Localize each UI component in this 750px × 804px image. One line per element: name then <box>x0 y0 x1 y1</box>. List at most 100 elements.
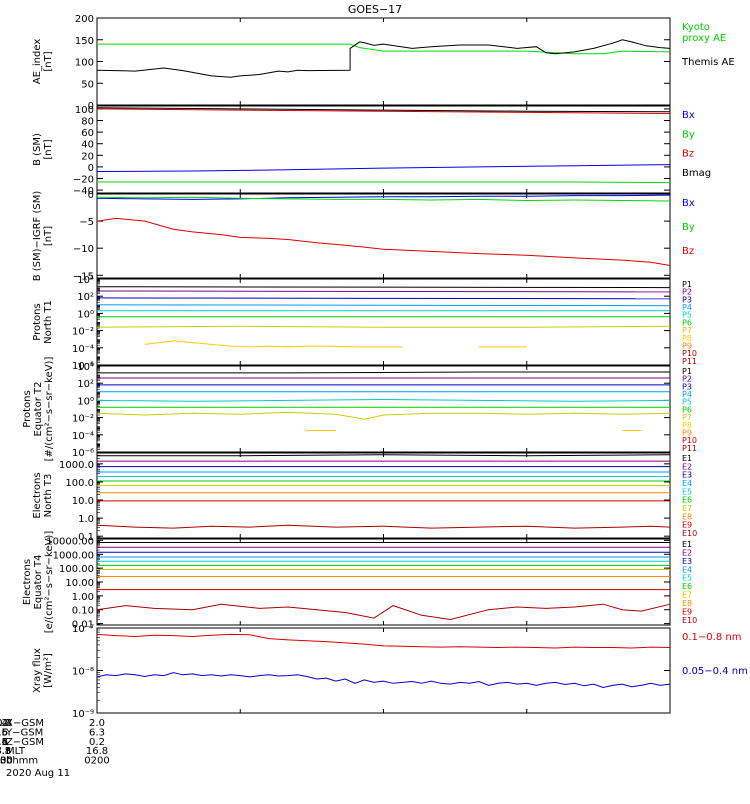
ytick-label: 0 <box>88 101 94 112</box>
series-line-b_igrf-by <box>96 196 671 202</box>
xaxis-value: 18.3 <box>0 746 11 757</box>
ytick-label: 10⁻⁴ <box>72 344 94 355</box>
ylabel-b_igrf: B (SM)−IGRF (SM) <box>32 191 43 282</box>
panel-frame-ae <box>96 17 671 106</box>
series-line-protons_t2-p1 <box>97 371 670 374</box>
ytick-label: 200 <box>75 14 94 25</box>
legend-entry-protons_t2: P8 <box>682 421 692 430</box>
ytick-label: 10² <box>77 292 94 303</box>
ytick-label: 100.00 <box>59 564 94 575</box>
series-line-protons_t1-p1 <box>96 286 671 289</box>
xaxis-value: 0330 <box>0 756 13 767</box>
series-line-protons_t1-p7 <box>96 325 671 328</box>
ytick-label: 40 <box>81 140 94 151</box>
legend-entry-protons_t1: P9 <box>682 341 692 350</box>
ylabel-protons_t2: Equator T2 <box>33 382 44 437</box>
series-line-ae-themisae <box>96 39 671 78</box>
legend-entry-ae: Themis AE <box>681 57 735 68</box>
ytick-label: 10⁻⁷ <box>72 624 94 635</box>
ytick-label: 10⁻² <box>72 414 94 425</box>
xaxis-value: 0.5 <box>0 737 8 748</box>
ytick-label: 10⁻² <box>72 327 94 338</box>
ytick-label: 10⁻⁶ <box>72 361 94 372</box>
panel-frame-b_sm <box>96 105 671 194</box>
legend-entry-electrons_t4: E4 <box>682 565 692 574</box>
legend-entry-protons_t1: P7 <box>682 326 692 335</box>
legend-entry-protons_t1: P4 <box>682 303 692 312</box>
legend-entry-electrons_t3: E1 <box>682 454 692 463</box>
legend-entry-b_igrf: Bx <box>682 198 695 209</box>
xaxis-value: 0230 <box>0 756 13 767</box>
legend-entry-electrons_t4: E10 <box>682 616 697 625</box>
xaxis-value: 18.8 <box>0 746 11 757</box>
legend-entry-protons_t1: P11 <box>682 357 697 366</box>
series-line-electrons_t3-e10 <box>96 524 671 529</box>
series-line-xray-00504nm <box>96 672 671 689</box>
xaxis-value: 2.0 <box>89 718 105 729</box>
legend-entry-electrons_t4: E6 <box>682 582 692 591</box>
legend-entry-ae: proxy AE <box>682 33 726 44</box>
panel-frame-protons_t2 <box>96 365 671 453</box>
ylabel-b_igrf: [nT] <box>43 226 54 246</box>
ytick-label: −20 <box>73 175 94 186</box>
ytick-label: 10⁰ <box>77 309 94 320</box>
legend-entry-electrons_t3: E5 <box>682 487 692 496</box>
xaxis-value: 0.4 <box>0 718 8 729</box>
panel-frame-electrons_t3 <box>96 452 671 539</box>
legend-entry-protons_t2: P2 <box>682 375 692 384</box>
legend-entry-b_igrf: By <box>682 222 695 233</box>
xaxis-value: −0.4 <box>0 718 12 729</box>
series-line-protons_t1-p8 <box>144 340 403 348</box>
ytick-label: 20 <box>81 151 94 162</box>
ytick-label: 100 <box>75 58 94 69</box>
ylabel-ae: [nT] <box>43 51 54 71</box>
ylabel-protons_t2: [#/(cm²−s−sr−keV)] <box>44 357 55 462</box>
ytick-label: 1.00 <box>72 592 94 603</box>
xaxis-value: 6.6 <box>0 727 8 738</box>
xaxis-value: 6.5 <box>0 727 8 738</box>
legend-entry-protons_t2: P3 <box>682 382 692 391</box>
legend-entry-protons_t2: P5 <box>682 398 692 407</box>
legend-entry-electrons_t4: E2 <box>682 548 692 557</box>
xaxis-date: 2020 Aug 11 <box>6 768 70 779</box>
series-line-protons_t2-p5 <box>96 398 671 402</box>
legend-entry-electrons_t3: E6 <box>682 496 692 505</box>
legend-entry-electrons_t4: E8 <box>682 599 692 608</box>
xaxis-row-label: MLT <box>6 746 26 757</box>
ytick-label: 0.1 <box>78 532 94 543</box>
series-line-xray-0108nm <box>96 633 671 649</box>
xaxis-value: −1.3 <box>0 718 12 729</box>
legend-entry-protons_t2: P1 <box>682 367 692 376</box>
legend-entry-xray: 0.1−0.8 nm <box>682 632 741 643</box>
ytick-label: 10⁻⁴ <box>72 431 94 442</box>
series-line-b_sm-bx <box>96 164 671 172</box>
legend-entry-protons_t2: P4 <box>682 390 692 399</box>
legend-entry-electrons_t3: E9 <box>682 521 692 530</box>
xaxis-value: 0.3 <box>0 737 8 748</box>
ylabel-xray: [W/m²] <box>43 653 54 688</box>
ytick-label: 10000.00 <box>46 536 94 547</box>
ytick-label: 1000.0 <box>59 460 94 471</box>
ylabel-electrons_t3: Electrons <box>32 472 43 518</box>
ytick-label: 10.0 <box>72 496 94 507</box>
ytick-label: 0 <box>88 190 94 201</box>
legend-entry-electrons_t3: E2 <box>682 462 692 471</box>
ylabel-protons_t1: North T1 <box>43 300 54 344</box>
series-line-b_sm-by <box>97 181 671 184</box>
series-line-b_igrf-bz <box>96 217 671 266</box>
legend-entry-electrons_t3: E4 <box>682 479 692 488</box>
series-line-protons_t1-p4 <box>96 304 671 307</box>
ytick-label: 1000.00 <box>53 550 94 561</box>
legend-entry-b_igrf: Bz <box>682 246 694 257</box>
ylabel-protons_t2: Protons <box>22 390 33 427</box>
legend-entry-protons_t1: P1 <box>682 280 692 289</box>
legend-entry-b_sm: Bx <box>682 110 695 121</box>
ytick-label: 10² <box>77 379 94 390</box>
xaxis-value: 0.4 <box>0 737 8 748</box>
ytick-label: 60 <box>81 128 94 139</box>
ytick-label: 10⁻⁸ <box>72 667 94 678</box>
legend-entry-b_sm: Bz <box>682 149 694 160</box>
xaxis-row-label: hhmm <box>6 756 38 767</box>
